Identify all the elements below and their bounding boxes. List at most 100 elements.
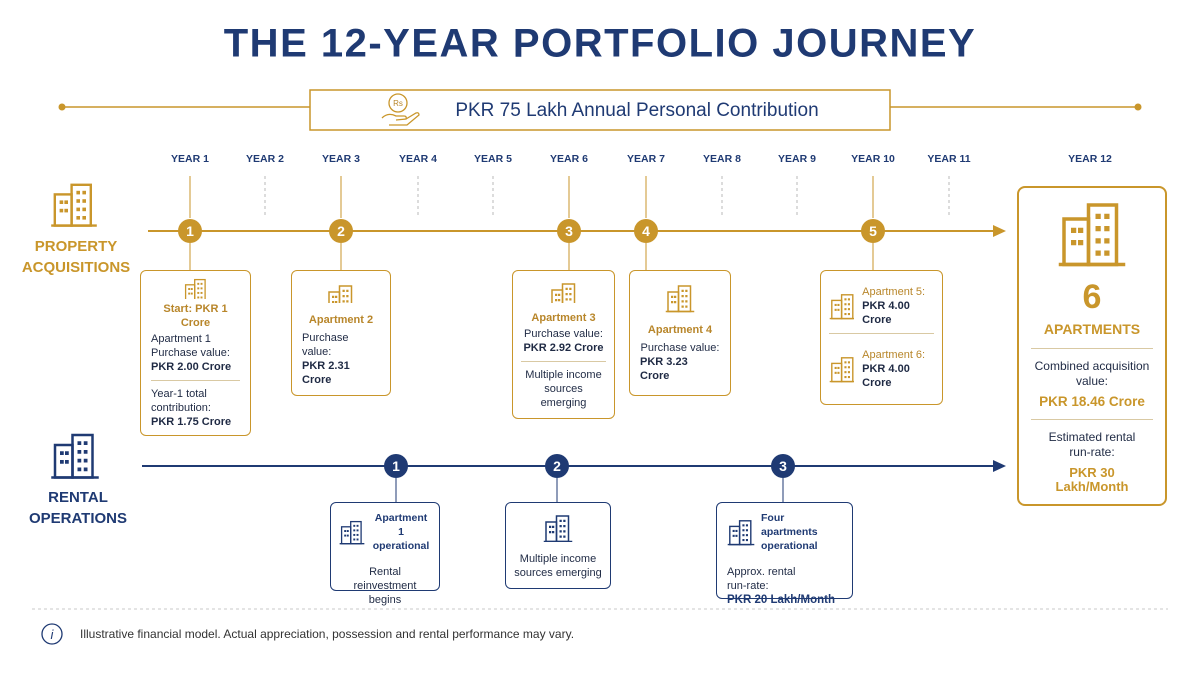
year-label: YEAR 2 bbox=[246, 153, 284, 165]
card-heading: Start: PKR 1 Crore bbox=[163, 303, 228, 330]
marker bbox=[557, 219, 581, 243]
marker-number: 1 bbox=[186, 223, 194, 239]
card-text: Purchase value: bbox=[640, 342, 720, 354]
marker bbox=[771, 454, 795, 478]
card-text: Apartment 1 bbox=[151, 333, 211, 346]
banner-text: PKR 75 Lakh Annual Personal Contribution bbox=[455, 100, 818, 121]
card-value: PKR 3.23 Crore bbox=[640, 356, 688, 382]
marker-number: 1 bbox=[392, 458, 400, 474]
card-icon bbox=[665, 285, 695, 313]
property-markers: 1 2 3 4 5 bbox=[178, 219, 885, 243]
final-text: Estimated rental run-rate: bbox=[1048, 430, 1136, 459]
year-label: YEAR 6 bbox=[550, 153, 588, 165]
year-label: YEAR 7 bbox=[627, 153, 665, 165]
card-row-text: Apartment 5: PKR 4.00 Crore bbox=[862, 285, 934, 327]
marker bbox=[329, 219, 353, 243]
card-heading: Four apartments operational bbox=[761, 512, 818, 552]
card-icon bbox=[829, 357, 855, 383]
marker bbox=[384, 454, 408, 478]
year-label: YEAR 12 bbox=[1068, 153, 1112, 165]
rental-arrow bbox=[993, 460, 1006, 472]
info-icon bbox=[41, 623, 63, 645]
year-axis: YEAR 1 YEAR 2 YEAR 3 YEAR 4 YEAR 5 YEAR … bbox=[171, 153, 1112, 165]
property-label: PROPERTY ACQUISITIONS bbox=[21, 238, 131, 276]
card-text: Purchase value: bbox=[302, 332, 349, 358]
rule-dot bbox=[1134, 103, 1142, 111]
property-arrow bbox=[993, 225, 1006, 237]
card-heading: Apartment 1 operational bbox=[372, 512, 430, 552]
coin-icon bbox=[388, 93, 408, 113]
card-divider bbox=[829, 333, 934, 334]
card-value: PKR 2.92 Crore bbox=[523, 342, 604, 355]
property-card: Apartment 2 Purchase value: PKR 2.31 Cro… bbox=[291, 270, 391, 396]
card-heading: Apartment 4 bbox=[647, 324, 713, 336]
card-row: Apartment 6: PKR 4.00 Crore bbox=[829, 348, 934, 390]
hand-icon bbox=[381, 112, 420, 126]
card-divider bbox=[1031, 348, 1153, 349]
card-icon bbox=[548, 283, 579, 304]
card-heading: Apartment 3 bbox=[531, 312, 596, 325]
rental-icon bbox=[50, 433, 100, 479]
marker-number: 2 bbox=[337, 223, 345, 239]
banner: Rs PKR 75 Lakh Annual Personal Contribut… bbox=[58, 89, 1142, 131]
card-heading: Apartment 6: bbox=[862, 349, 926, 361]
card-row: Apartment 1 operational bbox=[339, 511, 431, 553]
card-text: Multiple income sources emerging bbox=[514, 553, 602, 579]
card-heading: Apartment 5: bbox=[862, 286, 926, 298]
card-value: PKR 20 Lakh/Month bbox=[727, 594, 835, 606]
card-value: PKR 2.00 Crore bbox=[151, 361, 232, 374]
card-value: PKR 2.31 Crore bbox=[302, 360, 350, 386]
final-text: Combined acquisition value: bbox=[1034, 359, 1150, 388]
property-icon bbox=[50, 183, 98, 227]
final-card: 6 APARTMENTS Combined acquisition value:… bbox=[1017, 186, 1167, 506]
year-label: YEAR 11 bbox=[927, 153, 970, 165]
card-text: Purchase value: bbox=[151, 347, 230, 360]
card-divider bbox=[151, 380, 240, 381]
card-row-text: Apartment 6: PKR 4.00 Crore bbox=[862, 348, 934, 390]
card-text: Approx. rental run-rate: bbox=[727, 566, 796, 592]
marker bbox=[861, 219, 885, 243]
marker bbox=[545, 454, 569, 478]
final-value: PKR 18.46 Crore bbox=[1039, 394, 1145, 409]
card-value: PKR 4.00 Crore bbox=[862, 300, 910, 326]
property-card: Apartment 5: PKR 4.00 Crore Apartment 6:… bbox=[820, 270, 943, 405]
marker-number: 3 bbox=[779, 458, 787, 474]
card-icon bbox=[326, 285, 356, 303]
marker bbox=[634, 219, 658, 243]
card-text: Rental reinvestment begins bbox=[353, 566, 417, 606]
card-icon bbox=[182, 278, 209, 300]
card-value: PKR 1.75 Crore bbox=[151, 416, 232, 428]
year-label: YEAR 9 bbox=[778, 153, 816, 165]
year-label: YEAR 4 bbox=[399, 153, 437, 165]
rule-dot bbox=[58, 103, 66, 111]
rental-markers: 1 2 3 bbox=[384, 454, 795, 478]
marker-number: 2 bbox=[553, 458, 561, 474]
info-glyph: i bbox=[51, 627, 55, 642]
property-card: Apartment 4 Purchase value: PKR 3.23 Cro… bbox=[629, 270, 731, 396]
card-icon bbox=[339, 520, 365, 545]
marker-number: 4 bbox=[642, 223, 650, 239]
marker-number: 5 bbox=[869, 223, 877, 239]
final-unit: APARTMENTS bbox=[1043, 321, 1141, 337]
card-divider bbox=[1031, 419, 1153, 420]
card-icon bbox=[543, 515, 573, 542]
rental-connectors bbox=[395, 478, 784, 502]
card-text: Multiple income sources emerging bbox=[525, 369, 602, 409]
rental-card: Apartment 1 operational Rental reinvestm… bbox=[330, 502, 440, 606]
title: THE 12-YEAR PORTFOLIO JOURNEY bbox=[224, 22, 976, 66]
final-value: PKR 30 Lakh/Month bbox=[1055, 465, 1129, 494]
coin-label: Rs bbox=[393, 99, 403, 108]
card-row: Four apartments operational bbox=[727, 511, 842, 553]
card-icon bbox=[727, 520, 755, 546]
year-ticks bbox=[264, 176, 950, 218]
card-value: PKR 4.00 Crore bbox=[862, 363, 910, 389]
final-icon bbox=[1056, 203, 1128, 267]
year-label: YEAR 5 bbox=[474, 153, 512, 165]
rental-card: Four apartments operational Approx. rent… bbox=[716, 502, 853, 606]
card-row: Apartment 5: PKR 4.00 Crore bbox=[829, 285, 934, 327]
banner-box bbox=[309, 89, 891, 131]
card-icon bbox=[829, 294, 855, 320]
footer-note: Illustrative financial model. Actual app… bbox=[80, 627, 574, 641]
